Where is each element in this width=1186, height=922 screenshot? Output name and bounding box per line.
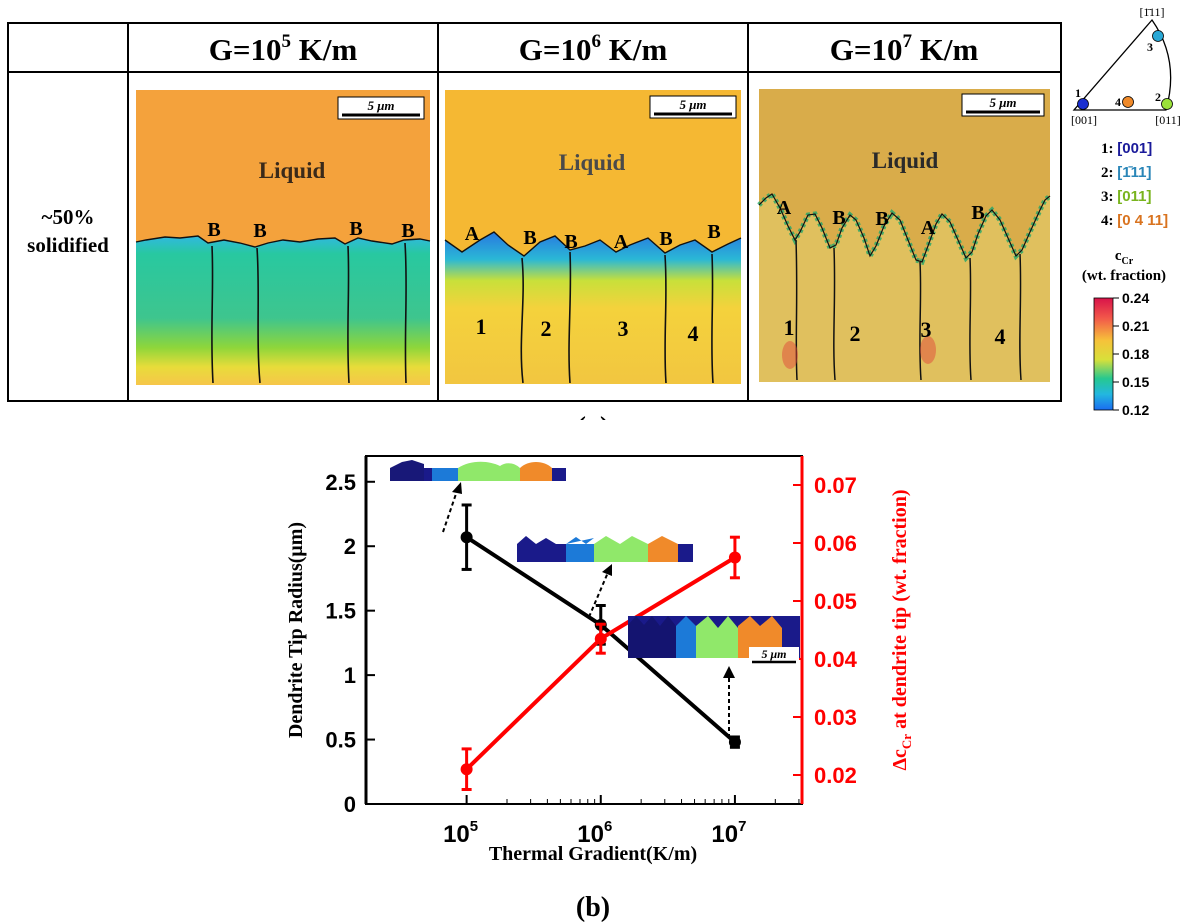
- orientation-point: [1122, 96, 1134, 108]
- orientation-point: [1077, 98, 1089, 110]
- svg-text:3: [011]: 3: [011]: [1101, 188, 1151, 205]
- grain-number: 2: [850, 321, 861, 346]
- tip-label: A: [465, 223, 480, 245]
- y-left-tick-label: 1.5: [325, 599, 356, 624]
- grain-number: 1: [476, 314, 487, 339]
- pole-label: [011]: [1155, 113, 1181, 127]
- orientation-number: 3: [1147, 40, 1153, 54]
- y-left-tick-label: 1: [344, 663, 356, 688]
- colorbar-tick: 0.18: [1122, 346, 1149, 362]
- inset-g1e5: [390, 460, 566, 481]
- grain-number: 2: [541, 316, 552, 341]
- orientation-point: [1161, 98, 1173, 110]
- column-header: G=105 K/m: [209, 31, 358, 67]
- panel-label: (a): [577, 412, 610, 420]
- y-right-axis-label: ΔcCr at dendrite tip (wt. fraction): [889, 490, 914, 771]
- micrograph-g1e6: Liquid A B B A B B 1 2 3 4 5 μm: [444, 90, 742, 384]
- y-right-tick-label: 0.05: [814, 589, 857, 614]
- column-header: G=106 K/m: [519, 31, 668, 67]
- x-axis-label: Thermal Gradient(K/m): [489, 843, 697, 865]
- data-point: [728, 736, 741, 749]
- inset-pointer-arrows: [442, 487, 730, 738]
- colorbar-tick: 0.21: [1122, 318, 1149, 334]
- y-left-tick-label: 0: [344, 792, 356, 817]
- orientation-number: 4: [1115, 95, 1121, 109]
- grain-number: 3: [618, 316, 629, 341]
- y-left-tick-label: 2: [344, 534, 356, 559]
- arrow-heads: [452, 482, 735, 678]
- orientation-number: 1: [1075, 86, 1081, 100]
- tip-label: B: [971, 202, 984, 224]
- column-header: G=107 K/m: [830, 31, 979, 67]
- colorbar-tick: 0.24: [1122, 290, 1149, 306]
- tip-label: A: [921, 217, 936, 239]
- colorbar-title: cCr: [1115, 248, 1134, 267]
- comparison-table: [7, 22, 1062, 402]
- row-label: ~50%: [42, 205, 95, 229]
- orientation-legend: 1: [001] 2: [1̄11] 3: [011] 4: [0 4 11]: [1101, 140, 1168, 229]
- pole-label: [1̄11]: [1139, 5, 1164, 19]
- colorbar-title: (wt. fraction): [1082, 268, 1166, 284]
- tip-label: A: [777, 197, 792, 219]
- y-left-tick-label: 2.5: [325, 470, 356, 495]
- x-tick-label: 105: [443, 818, 478, 848]
- data-point: [460, 763, 473, 776]
- inset-g1e7: 5 μm: [628, 616, 800, 664]
- tip-label: B: [564, 231, 577, 253]
- micrograph-g1e5: Liquid B B B B 5 μm: [135, 90, 431, 385]
- colorbar-tick: 0.12: [1122, 402, 1149, 418]
- tip-label: A: [614, 231, 629, 253]
- inset-g1e6: [517, 536, 693, 562]
- grain-number: 4: [995, 324, 1006, 349]
- scale-bar-label: 5 μm: [679, 97, 706, 112]
- tip-label: B: [832, 207, 845, 229]
- micrograph-g1e7: Liquid A B B A B 1 2 3 4 5 μm: [757, 89, 1052, 382]
- scale-bar-label: 5 μm: [367, 98, 394, 113]
- panel-label: (b): [576, 892, 610, 922]
- inset-scale-label: 5 μm: [761, 647, 786, 661]
- row-label: solidified: [27, 233, 109, 257]
- tip-label: B: [401, 220, 414, 242]
- liquid-label: Liquid: [259, 158, 326, 183]
- orientation-point: [1152, 30, 1164, 42]
- grain-number: 1: [784, 315, 795, 340]
- tip-label: B: [253, 220, 266, 242]
- dendrite-chart: 0 0.5 1 1.5 2 2.5 0.02 0.03 0.04 0.05 0.06 0.07 105 1…: [285, 455, 914, 865]
- pole-figure: [1̄11] [001] [011] 1 2 3 4: [1071, 5, 1181, 127]
- panel-a-figure: G=105 K/m G=106 K/m G=107 K/m ~50% solid…: [7, 5, 1181, 420]
- data-point: [728, 551, 741, 564]
- scale-bar-label: 5 μm: [989, 95, 1016, 110]
- y-right-tick-label: 0.04: [814, 647, 858, 672]
- grain-number: 4: [688, 321, 699, 346]
- data-point: [594, 632, 607, 645]
- liquid-label: Liquid: [872, 148, 939, 173]
- liquid-label: Liquid: [559, 150, 626, 175]
- y-right-tick-label: 0.02: [814, 763, 857, 788]
- tip-label: B: [875, 208, 888, 230]
- y-right-tick-label: 0.03: [814, 705, 857, 730]
- colorbar-tick: 0.15: [1122, 374, 1149, 390]
- pole-label: [001]: [1071, 113, 1097, 127]
- colorbar: cCr (wt. fraction) 0.24 0.21 0.18 0.15 0…: [1082, 248, 1166, 418]
- svg-text:4: [0 4 11]: 4: [0 4 11]: [1101, 212, 1168, 229]
- data-point: [460, 531, 473, 544]
- x-tick-label: 107: [711, 818, 746, 848]
- svg-text:1: [001]: 1: [001]: [1101, 140, 1152, 157]
- tip-label: B: [207, 219, 220, 241]
- x-tick-label: 106: [577, 818, 612, 848]
- y-left-tick-label: 0.5: [325, 728, 356, 753]
- y-left-axis-label: Dendrite Tip Radius(μm): [285, 522, 307, 738]
- orientation-number: 2: [1155, 90, 1161, 104]
- panel-b-figure: (a) 00.511.522.50.020.030.040.050.060.07…: [285, 455, 914, 922]
- tip-label: B: [659, 228, 672, 250]
- y-right-tick-label: 0.07: [814, 473, 857, 498]
- grain-number: 3: [921, 317, 932, 342]
- tip-label: B: [523, 227, 536, 249]
- y-right-tick-label: 0.06: [814, 531, 857, 556]
- tip-label: B: [707, 221, 720, 243]
- tip-label: B: [349, 218, 362, 240]
- svg-text:2: [1̄11]: 2: [1̄11]: [1101, 164, 1151, 181]
